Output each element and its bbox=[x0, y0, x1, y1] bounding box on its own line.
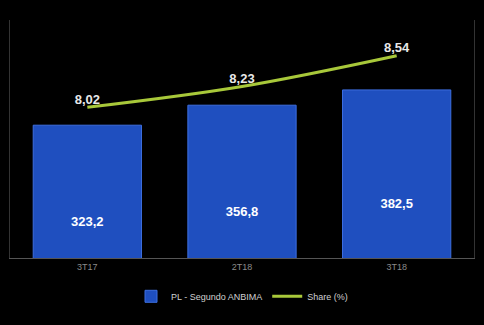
svg-text:8,23: 8,23 bbox=[229, 71, 254, 86]
svg-text:323,2: 323,2 bbox=[71, 214, 104, 229]
svg-text:3T18: 3T18 bbox=[386, 262, 407, 272]
svg-text:PL - Segundo ANBIMA: PL - Segundo ANBIMA bbox=[171, 292, 262, 302]
svg-text:3T17: 3T17 bbox=[77, 262, 98, 272]
svg-text:382,5: 382,5 bbox=[380, 196, 413, 211]
svg-text:356,8: 356,8 bbox=[226, 204, 259, 219]
svg-text:2T18: 2T18 bbox=[232, 262, 253, 272]
svg-text:8,54: 8,54 bbox=[384, 40, 410, 55]
svg-text:Share (%): Share (%) bbox=[307, 292, 348, 302]
svg-text:8,02: 8,02 bbox=[75, 92, 100, 107]
